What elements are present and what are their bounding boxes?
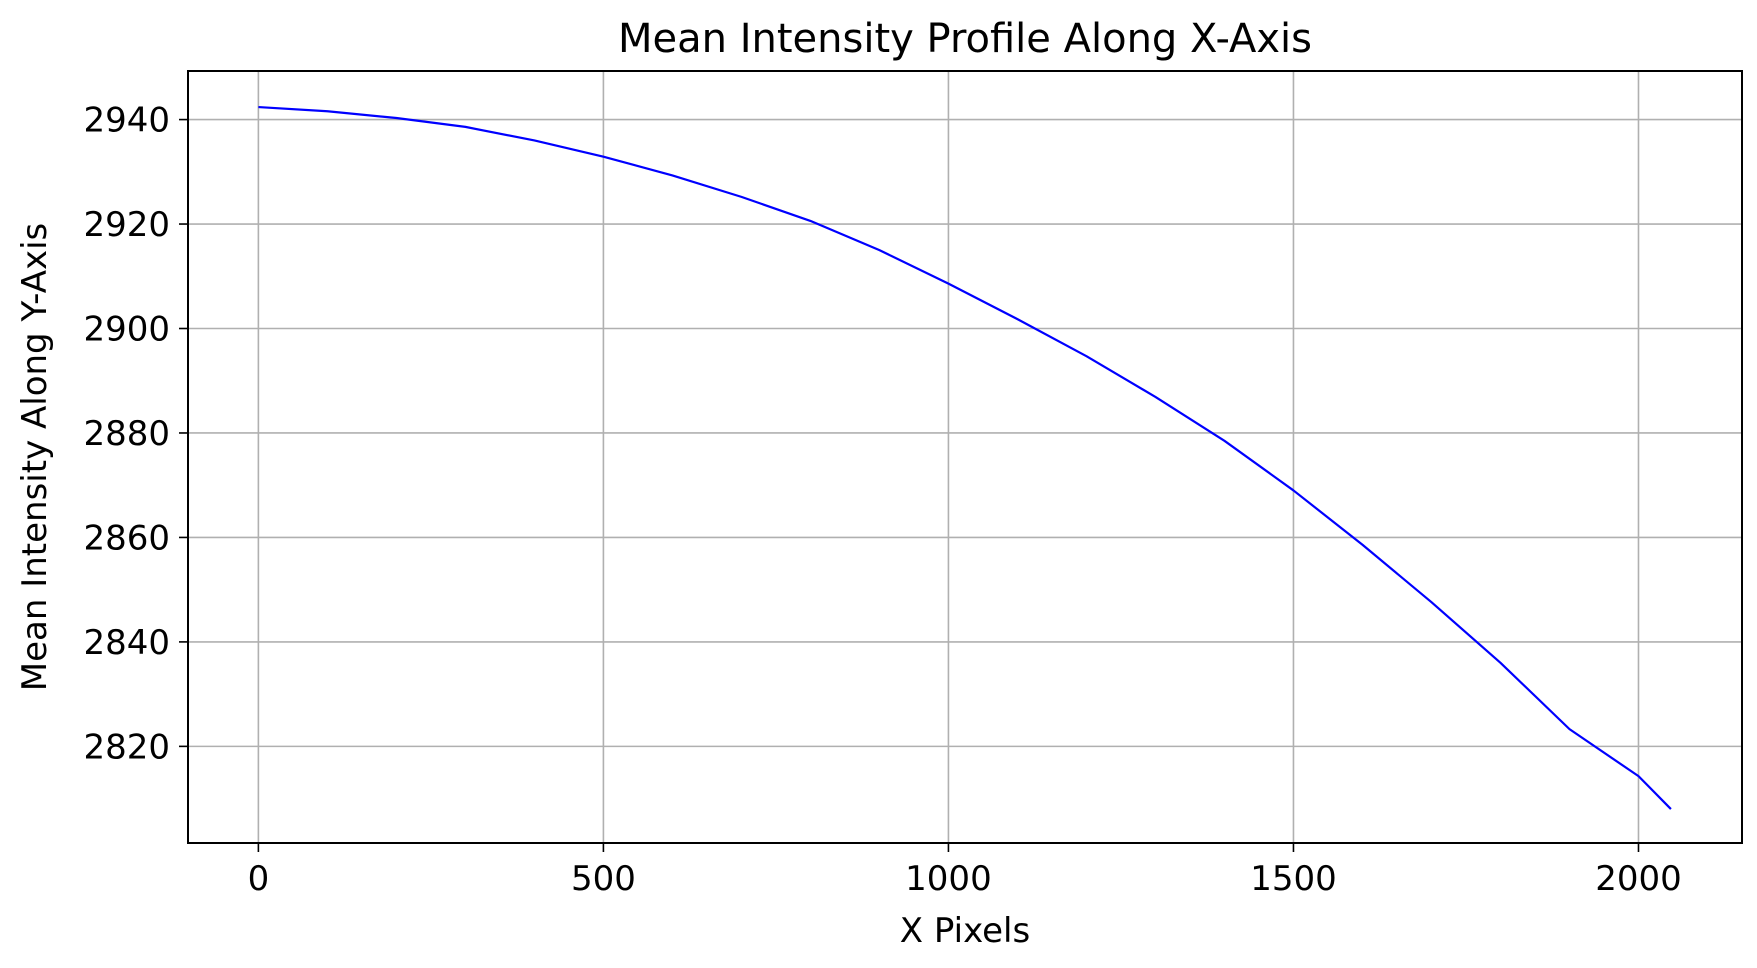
y-tick-label: 2820 (83, 727, 170, 767)
y-tick-label: 2840 (83, 623, 170, 663)
plot-frame (187, 70, 1743, 844)
series-layer (258, 105, 1672, 810)
y-tick-label: 2920 (83, 205, 170, 245)
tick-layer: 0 500 1000 1500 2000 2820 2840 2860 2880 2900 2920… (83, 101, 1681, 899)
x-tick-label: 500 (571, 859, 636, 899)
grid-layer (188, 71, 1742, 843)
series-line (258, 105, 1672, 810)
y-tick-label: 2860 (83, 518, 170, 558)
chart-title: Mean Intensity Profile Along X-Axis (618, 16, 1312, 62)
x-tick-label: 1000 (905, 859, 992, 899)
x-tick-label: 0 (248, 859, 270, 899)
x-tick-label: 1500 (1250, 859, 1337, 899)
y-tick-label: 2940 (83, 101, 170, 141)
y-tick-label: 2900 (83, 310, 170, 350)
x-tick-label: 2000 (1595, 859, 1682, 899)
y-axis-label: Mean Intensity Along Y-Axis (15, 223, 55, 691)
y-tick-label: 2880 (83, 414, 170, 454)
x-axis-label: X Pixels (900, 911, 1030, 951)
